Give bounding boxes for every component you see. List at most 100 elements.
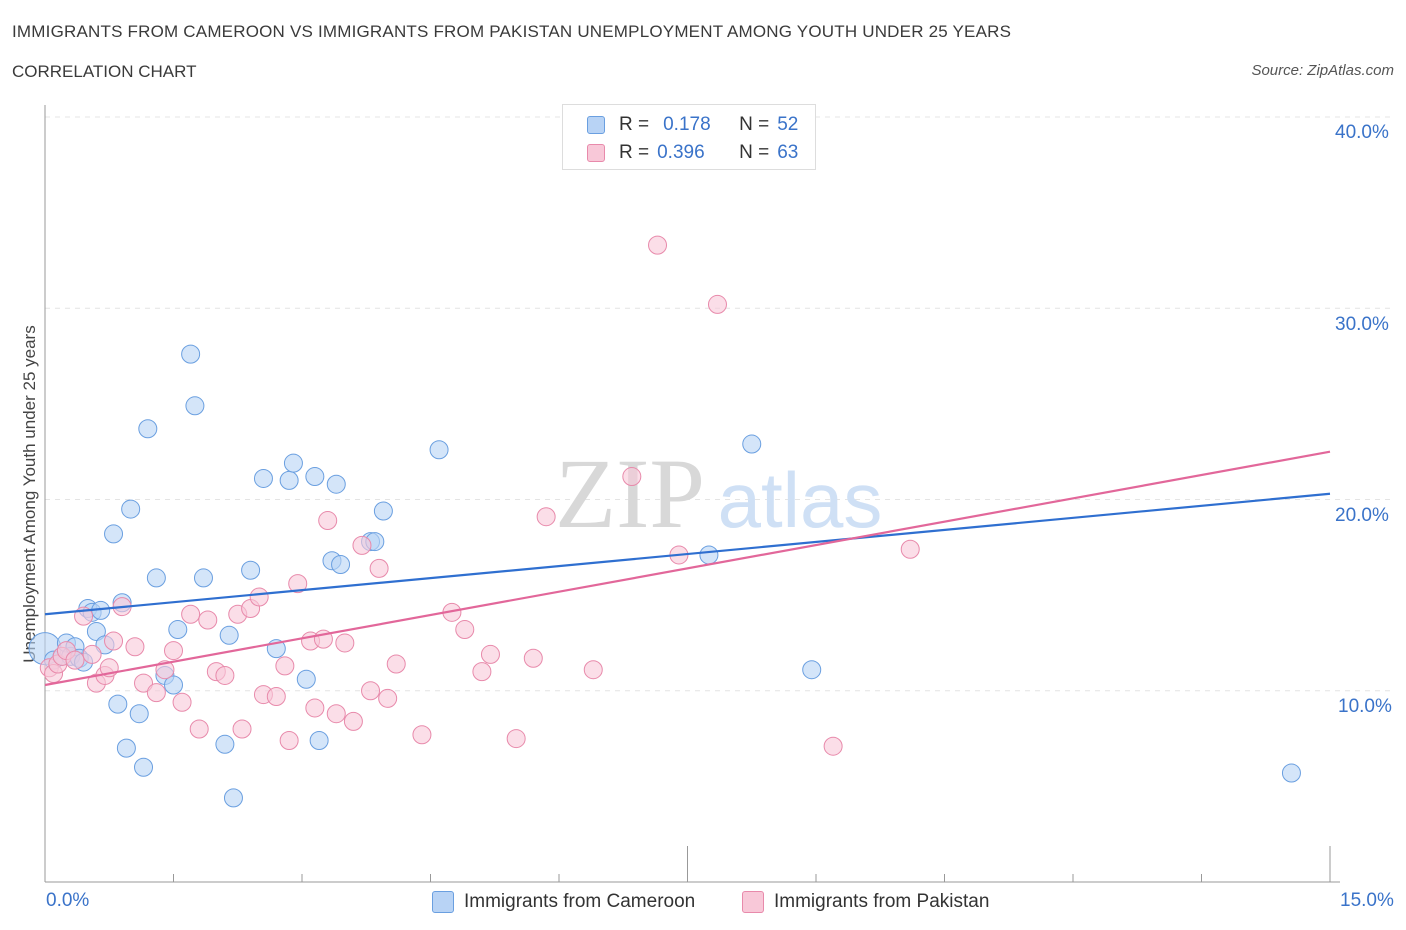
cameroon-point xyxy=(193,568,213,588)
cameroon-point xyxy=(223,788,243,808)
pakistan-point xyxy=(198,610,218,630)
pakistan-point xyxy=(378,688,398,708)
pakistan-legend-swatch xyxy=(742,891,764,913)
cameroon-point xyxy=(215,734,235,754)
pakistan-point xyxy=(472,662,492,682)
pakistan-point xyxy=(125,637,145,657)
pakistan-points xyxy=(39,235,920,756)
cameroon-point xyxy=(181,344,201,364)
pakistan-point xyxy=(900,539,920,559)
cameroon-point xyxy=(86,621,106,641)
pakistan-point xyxy=(279,730,299,750)
n-label: N = xyxy=(739,142,770,163)
pakistan-point xyxy=(326,704,346,724)
pakistan-n-value: 63 xyxy=(777,142,799,163)
trend-lines xyxy=(44,450,1331,687)
pakistan-swatch xyxy=(587,144,605,162)
pakistan-point xyxy=(318,511,338,531)
pakistan-point xyxy=(369,558,389,578)
cameroon-point xyxy=(326,474,346,494)
pakistan-point xyxy=(335,633,355,653)
pakistan-point xyxy=(104,631,124,651)
pakistan-point xyxy=(707,294,727,314)
cameroon-point xyxy=(253,468,273,488)
cameroon-point xyxy=(1281,763,1301,783)
cameroon-legend-swatch xyxy=(432,891,454,913)
watermark: ZIP atlas xyxy=(555,438,882,549)
pakistan-point xyxy=(65,650,85,670)
pakistan-point xyxy=(506,729,526,749)
stats-legend: R = 0.178 N = 52 R = 0.396 N = 63 xyxy=(562,104,816,170)
r-label: R = xyxy=(619,114,650,135)
pakistan-point xyxy=(823,736,843,756)
legend-item-pakistan[interactable]: Immigrants from Pakistan xyxy=(742,888,989,916)
cameroon-swatch xyxy=(587,116,605,134)
y-tick-label-30: 30.0% xyxy=(1335,314,1389,335)
cameroon-point xyxy=(116,738,136,758)
pakistan-point xyxy=(215,665,235,685)
cameroon-legend-label: Immigrants from Cameroon xyxy=(464,891,696,912)
pakistan-point xyxy=(82,644,102,664)
cameroon-r-value: 0.178 xyxy=(663,114,711,135)
pakistan-point xyxy=(275,656,295,676)
pakistan-point xyxy=(266,686,286,706)
axes xyxy=(44,105,1340,883)
legend-item-cameroon[interactable]: Immigrants from Cameroon xyxy=(432,888,695,916)
pakistan-point xyxy=(172,692,192,712)
cameroon-point xyxy=(138,419,158,439)
chart-title: IMMIGRANTS FROM CAMEROON VS IMMIGRANTS F… xyxy=(12,22,1012,41)
pakistan-point xyxy=(361,681,381,701)
pakistan-point xyxy=(536,507,556,527)
pakistan-point xyxy=(480,644,500,664)
pakistan-point xyxy=(352,535,372,555)
legend-row-cameroon: R = 0.178 N = 52 xyxy=(587,113,798,137)
pakistan-r-value: 0.396 xyxy=(657,142,705,163)
pakistan-point xyxy=(343,711,363,731)
pakistan-point xyxy=(249,587,269,607)
cameroon-point xyxy=(296,669,316,689)
cameroon-point xyxy=(742,434,762,454)
cameroon-points xyxy=(28,344,1301,808)
pakistan-point xyxy=(146,683,166,703)
pakistan-point xyxy=(181,604,201,624)
pakistan-point xyxy=(155,660,175,680)
r-label: R = xyxy=(619,142,650,163)
cameroon-point xyxy=(429,440,449,460)
cameroon-point xyxy=(802,660,822,680)
legend-row-pakistan: R = 0.396 N = 63 xyxy=(587,141,798,165)
pakistan-point xyxy=(386,654,406,674)
pakistan-point xyxy=(288,574,308,594)
cameroon-point xyxy=(146,568,166,588)
cameroon-point xyxy=(373,501,393,521)
pakistan-point xyxy=(232,719,252,739)
cameroon-point xyxy=(129,704,149,724)
x-tick-label-max: 15.0% xyxy=(1340,890,1394,911)
y-tick-label-20: 20.0% xyxy=(1335,505,1389,526)
source-label: Source: ZipAtlas.com xyxy=(1251,62,1394,79)
cameroon-point xyxy=(185,396,205,416)
cameroon-point xyxy=(121,499,141,519)
cameroon-point xyxy=(164,675,183,695)
pakistan-point xyxy=(189,719,209,739)
watermark-atlas: atlas xyxy=(718,456,883,544)
cameroon-point xyxy=(279,470,299,490)
cameroon-point xyxy=(219,625,239,645)
cameroon-point xyxy=(305,467,325,487)
cameroon-point xyxy=(283,453,303,473)
x-tick-label-min: 0.0% xyxy=(46,890,90,911)
pakistan-point xyxy=(523,648,543,668)
pakistan-point xyxy=(134,673,154,693)
cameroon-n-value: 52 xyxy=(777,114,799,135)
pakistan-legend-label: Immigrants from Pakistan xyxy=(774,891,990,912)
cameroon-trend-line xyxy=(44,492,1331,616)
n-label: N = xyxy=(739,114,770,135)
pakistan-point xyxy=(648,235,668,255)
y-tick-label-10: 10.0% xyxy=(1338,696,1392,717)
cameroon-point xyxy=(241,560,261,580)
cameroon-point xyxy=(104,524,124,544)
cameroon-point xyxy=(108,694,128,714)
chart-subtitle: CORRELATION CHART xyxy=(12,62,197,81)
watermark-zip: ZIP xyxy=(555,438,705,549)
pakistan-trend-line xyxy=(44,450,1331,687)
